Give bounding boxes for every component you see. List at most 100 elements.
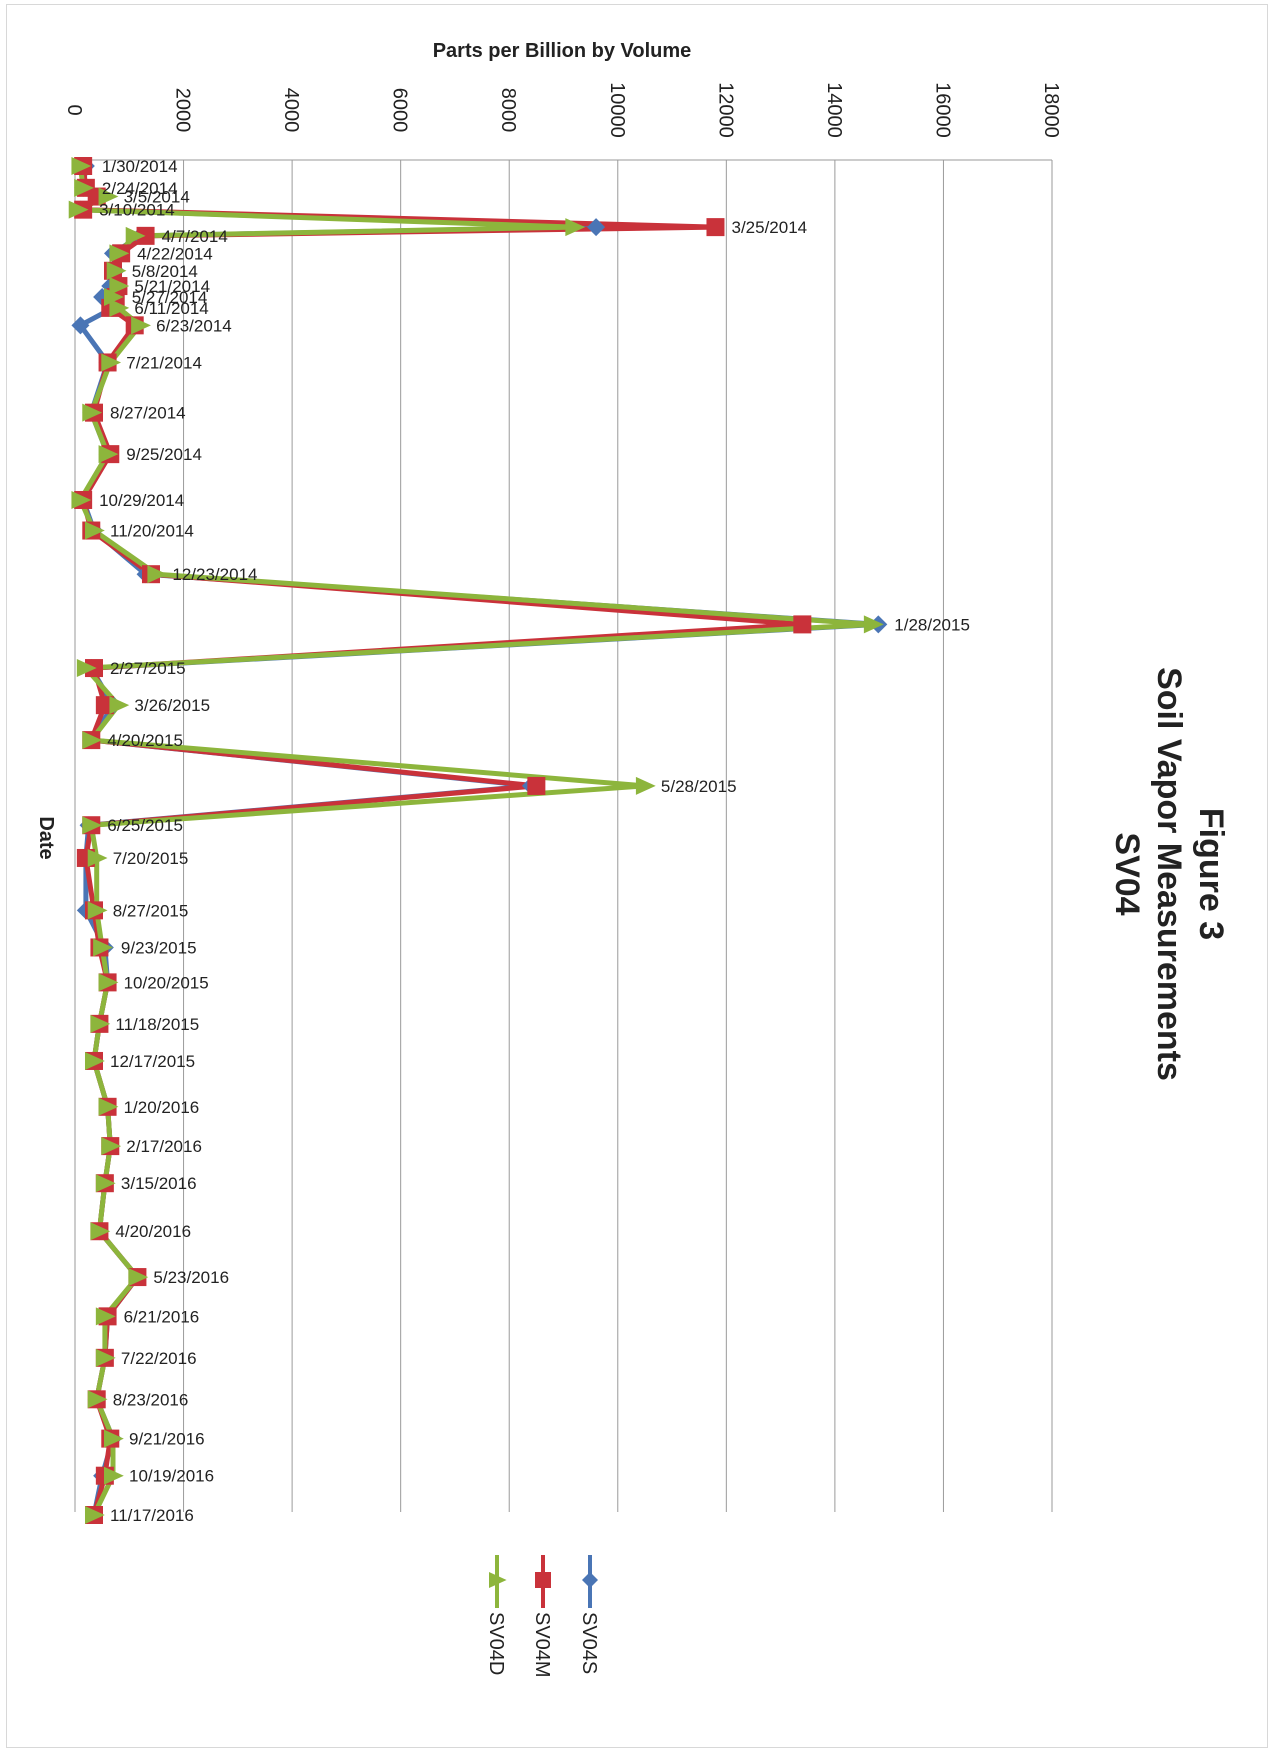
date-label: 7/22/2016	[121, 1349, 197, 1368]
data-point-sv04d	[84, 1051, 105, 1070]
gridlines	[74, 159, 1053, 1512]
data-point-sv04d	[106, 261, 127, 280]
data-point-sv04d	[95, 1174, 116, 1193]
date-label: 5/23/2016	[153, 1268, 229, 1287]
data-point-sv04d	[109, 277, 130, 296]
value-ticks: 0 2000 4000 6000 8000 10000 12000 14000 16000 180…	[63, 82, 1062, 138]
date-label: 1/30/2014	[102, 157, 178, 176]
date-label: 7/20/2015	[113, 849, 189, 868]
data-point-sv04d	[109, 696, 130, 715]
date-label: 10/20/2015	[124, 973, 209, 992]
date-label: 1/28/2015	[894, 615, 970, 634]
date-label: 3/15/2016	[121, 1174, 197, 1193]
data-point-sv04d	[82, 403, 103, 422]
date-label: 5/8/2014	[132, 262, 198, 281]
data-point-sv04m	[793, 615, 812, 634]
figure-title-line-2: Soil Vapor Measurements	[1150, 667, 1188, 1081]
data-point-sv04d	[71, 157, 92, 175]
data-point-sv04d	[125, 226, 146, 245]
date-label: 5/28/2015	[661, 777, 737, 796]
value-tick-label: 18000	[1040, 82, 1062, 138]
data-point-sv04m	[527, 776, 546, 795]
data-point-sv04d	[87, 848, 108, 867]
data-point-sv04d	[82, 816, 103, 835]
data-point-sv04d	[635, 776, 656, 795]
date-label: 6/21/2016	[124, 1307, 200, 1326]
data-point-sv04d	[103, 287, 124, 306]
page-border	[6, 4, 1268, 1748]
date-label: 6/11/2014	[134, 299, 208, 318]
legend-marker-sv04s	[582, 1572, 598, 1588]
date-label: 8/27/2015	[113, 901, 189, 920]
data-point-sv04d	[101, 1137, 122, 1156]
date-label: 2/27/2015	[110, 659, 186, 678]
data-point-sv04d	[103, 1429, 124, 1448]
date-label: 8/23/2016	[113, 1390, 189, 1409]
date-label: 1/20/2016	[124, 1098, 200, 1117]
data-point-sv04d	[74, 178, 94, 197]
date-label: 10/29/2014	[99, 491, 184, 510]
date-label: 9/23/2015	[121, 939, 197, 958]
data-point-sv04d	[565, 218, 586, 237]
data-point-sv04d	[863, 615, 884, 634]
data-point-sv04m	[136, 226, 155, 245]
date-label: 11/17/2016	[110, 1506, 194, 1525]
data-point-sv04d	[98, 973, 119, 992]
data-point-sv04d	[128, 1268, 149, 1287]
data-point-sv04d	[98, 445, 119, 464]
data-point-sv04d	[76, 659, 97, 678]
data-point-sv04d	[109, 244, 130, 263]
date-label: 2/24/2014	[102, 179, 178, 198]
value-tick-label: 6000	[389, 88, 411, 133]
data-point-sv04d	[109, 298, 130, 317]
date-label: 3/25/2014	[732, 218, 808, 237]
legend-label-sv04s: SV04S	[578, 1612, 600, 1674]
data-point-sv04d	[131, 316, 151, 335]
data-point-sv04d	[84, 1506, 105, 1524]
date-label: 4/20/2016	[115, 1222, 191, 1241]
data-point-sv04d	[82, 731, 103, 750]
figure-title-line-3: SV04	[1108, 832, 1146, 915]
date-label: 3/26/2015	[134, 696, 210, 715]
value-tick-label: 8000	[497, 88, 519, 133]
date-label: 5/27/2014	[132, 288, 208, 307]
data-point-sv04d	[98, 1097, 119, 1116]
date-label: 3/10/2014	[99, 201, 175, 220]
data-point-sv04d	[93, 938, 113, 957]
data-point-sv04d	[90, 1014, 111, 1033]
date-label: 5/21/2014	[134, 277, 210, 296]
value-tick-label: 10000	[606, 82, 628, 138]
data-point-sv04d	[95, 1348, 116, 1367]
data-point-sv04m	[95, 696, 114, 715]
date-label: 12/23/2014	[172, 565, 257, 584]
series-markers	[68, 157, 888, 1524]
data-point-sv04d	[84, 521, 105, 540]
data-point-sv04d	[98, 187, 119, 206]
legend-marker-sv04m	[535, 1572, 551, 1588]
figure-title: Figure 3 Soil Vapor Measurements SV04	[1108, 667, 1230, 1081]
data-point-sv04d	[95, 1307, 116, 1326]
legend-marker-sv04d	[489, 1572, 507, 1588]
date-label: 9/25/2014	[126, 445, 202, 464]
x-axis-title: Date	[35, 816, 57, 859]
data-point-sv04d	[87, 1390, 108, 1409]
data-point-sv04m	[706, 218, 725, 237]
date-label: 6/25/2015	[107, 816, 183, 835]
data-point-sv04d	[87, 901, 108, 920]
date-label: 12/17/2015	[110, 1052, 195, 1071]
date-label: 4/22/2014	[137, 244, 213, 263]
date-label: 11/18/2015	[115, 1015, 199, 1034]
value-tick-label: 16000	[931, 82, 953, 138]
data-point-sv04d	[147, 565, 168, 584]
data-point-sv04s	[71, 316, 90, 335]
date-label: 6/23/2014	[156, 316, 232, 335]
value-tick-label: 2000	[172, 88, 194, 133]
data-point-sv04d	[103, 1466, 124, 1485]
legend-label-sv04m: SV04M	[531, 1612, 553, 1678]
date-label: 10/19/2016	[129, 1467, 214, 1486]
date-label: 4/20/2015	[107, 731, 183, 750]
legend: SV04S SV04M SV04D	[485, 1555, 600, 1678]
legend-label-sv04d: SV04D	[485, 1612, 507, 1675]
